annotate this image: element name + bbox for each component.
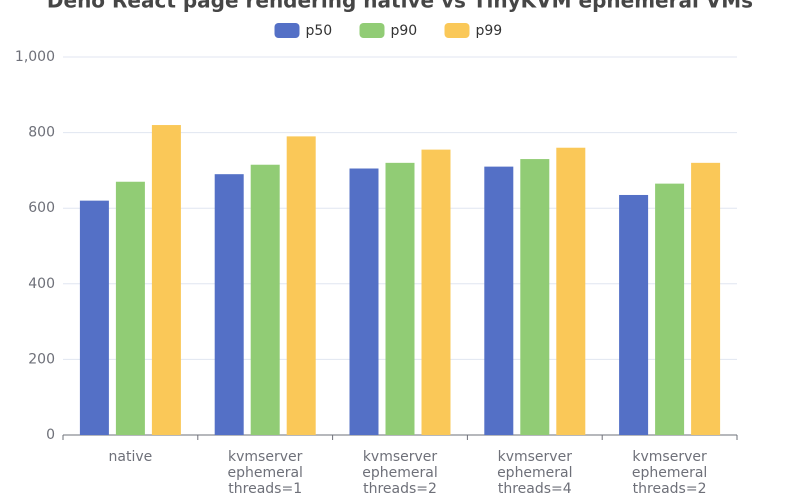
legend-swatch xyxy=(274,23,300,38)
chart-title: Deno React page rendering native vs Tiny… xyxy=(47,0,753,13)
x-tick-label: native xyxy=(109,449,153,465)
legend-label: p90 xyxy=(391,23,418,39)
bar xyxy=(214,174,244,435)
bar xyxy=(151,125,181,435)
x-tick-label: kvmserver ephemeral threads=2 xyxy=(632,449,707,497)
x-tick-label: kvmserver ephemeral threads=1 xyxy=(227,449,302,497)
x-tick-label-line: threads=1 xyxy=(228,481,302,497)
bar xyxy=(421,149,451,436)
x-tick-label-line: native xyxy=(109,449,153,465)
legend-label: p50 xyxy=(306,23,333,39)
x-tick-label-line: kvmserver xyxy=(363,449,438,465)
bar xyxy=(250,164,280,436)
x-tick-label: kvmserver ephemeral threads=4 xyxy=(497,449,572,497)
bar xyxy=(556,147,586,435)
bar xyxy=(385,162,415,435)
x-tick-label-line: threads=2 xyxy=(633,481,707,497)
x-tick-label-line: threads=2 xyxy=(363,481,437,497)
bar xyxy=(520,159,550,435)
legend-swatch xyxy=(359,23,385,38)
y-tick-label: 800 xyxy=(28,125,55,141)
bar xyxy=(691,162,721,435)
legend-label: p99 xyxy=(476,23,503,39)
x-tick-label-line: ephemeral xyxy=(227,465,302,481)
y-tick-label: 400 xyxy=(28,276,55,292)
bar xyxy=(79,200,109,435)
legend-swatch xyxy=(444,23,470,38)
bar xyxy=(286,136,316,435)
y-tick-label: 0 xyxy=(46,427,55,443)
x-tick-label-line: kvmserver xyxy=(498,449,573,465)
x-tick-label-line: ephemeral xyxy=(497,465,572,481)
y-tick-label: 1,000 xyxy=(15,49,55,65)
y-tick-label: 200 xyxy=(28,351,55,367)
bar xyxy=(115,181,145,435)
y-tick-label: 600 xyxy=(28,200,55,216)
x-tick-label-line: kvmserver xyxy=(228,449,303,465)
bar xyxy=(655,183,685,435)
x-tick-label: kvmserver ephemeral threads=2 xyxy=(362,449,437,497)
x-tick-label-line: threads=4 xyxy=(498,481,572,497)
bar xyxy=(349,168,379,435)
bar xyxy=(619,194,649,435)
x-tick-label-line: kvmserver xyxy=(632,449,707,465)
bar xyxy=(484,166,514,435)
x-tick-label-line: ephemeral xyxy=(632,465,707,481)
x-tick-label-line: ephemeral xyxy=(362,465,437,481)
